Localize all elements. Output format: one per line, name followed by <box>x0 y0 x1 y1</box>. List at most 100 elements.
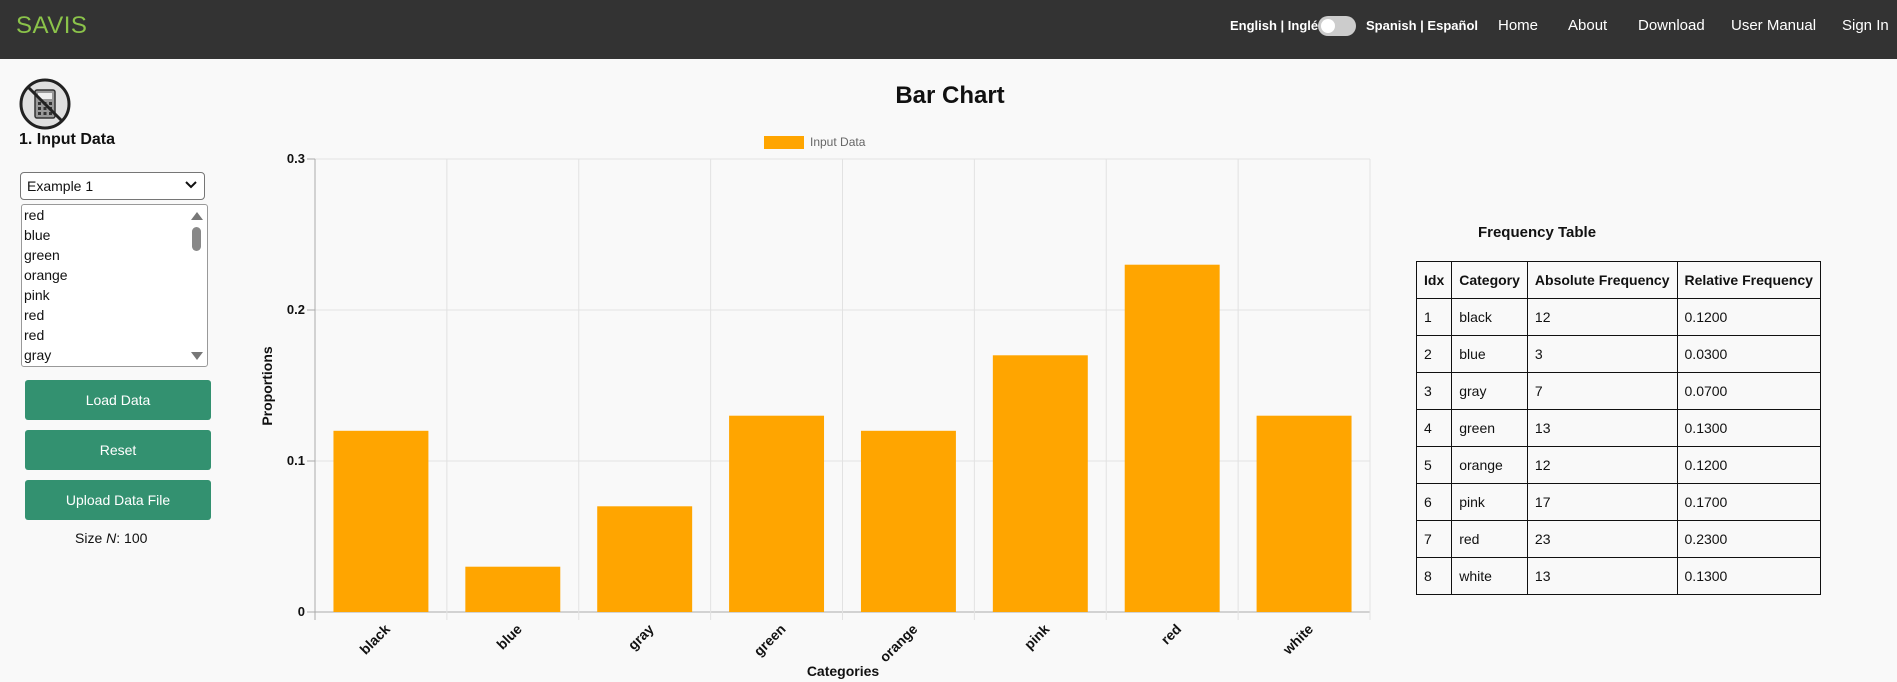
textarea-line: gray <box>24 347 52 363</box>
cell-idx: 2 <box>1415 335 1453 373</box>
bar-black <box>333 430 429 612</box>
cell-idx: 7 <box>1415 520 1453 558</box>
cell-category: red <box>1451 520 1528 558</box>
nav-sign-in[interactable]: Sign In <box>1842 17 1889 34</box>
chart-title: Bar Chart <box>895 82 1004 109</box>
y-tick-label: 0 <box>298 604 305 619</box>
cell-relative-frequency: 0.0300 <box>1676 335 1821 373</box>
cell-relative-frequency: 0.1200 <box>1676 446 1821 484</box>
y-tick-label: 0.1 <box>287 453 305 468</box>
cell-category: blue <box>1451 335 1528 373</box>
scroll-down-arrow-icon[interactable] <box>191 352 203 360</box>
x-tick-label: pink <box>1021 621 1053 653</box>
x-tick-label: black <box>356 621 393 658</box>
bar-green <box>729 415 825 612</box>
bar-pink <box>992 355 1088 612</box>
x-tick-label: gray <box>625 621 657 653</box>
sample-size-label: Size N: 100 <box>75 530 147 546</box>
nav-home[interactable]: Home <box>1498 17 1539 34</box>
language-spanish-label: Spanish | Español <box>1366 18 1478 33</box>
textarea-line: red <box>24 207 45 223</box>
size-label: Size <box>75 530 107 546</box>
calculator-icon <box>19 78 71 130</box>
header-category: Category <box>1451 261 1528 299</box>
textarea-line: blue <box>24 227 51 243</box>
size-value: : 100 <box>116 530 148 546</box>
cell-relative-frequency: 0.1300 <box>1676 557 1821 595</box>
nav-download[interactable]: Download <box>1638 17 1705 34</box>
table-body: 1 black 12 0.1200 2 blue 3 0.0300 3 gray 7 0.0700 4 g… <box>1415 298 1821 595</box>
header-relative-frequency: Relative Frequency <box>1676 261 1821 299</box>
textarea-line: orange <box>24 267 68 283</box>
toggle-knob <box>1321 19 1335 33</box>
x-tick-label: red <box>1158 621 1185 648</box>
table-row: 4 green 13 0.1300 <box>1415 409 1821 447</box>
upload-data-file-button[interactable]: Upload Data File <box>25 480 211 520</box>
textarea-line: red <box>24 307 45 323</box>
cell-category: gray <box>1451 372 1528 410</box>
y-axis-label: Proportions <box>259 346 275 426</box>
cell-idx: 1 <box>1415 298 1453 336</box>
chevron-down-icon <box>185 181 197 189</box>
table-row: 6 pink 17 0.1700 <box>1415 483 1821 521</box>
cell-relative-frequency: 0.0700 <box>1676 372 1821 410</box>
brand-logo[interactable]: SAVIS <box>16 12 88 39</box>
bar-red <box>1124 264 1220 612</box>
reset-button[interactable]: Reset <box>25 430 211 470</box>
bar-chart: Bar Chart Input Data 0 0.1 0.2 0.3 black blue gr… <box>259 82 1371 679</box>
table-row: 7 red 23 0.2300 <box>1415 520 1821 558</box>
top-navbar: SAVIS English | Inglés Spanish | Español… <box>0 0 1897 59</box>
cell-absolute-frequency: 17 <box>1526 483 1678 521</box>
cell-absolute-frequency: 23 <box>1526 520 1678 558</box>
example-select[interactable]: Example 1 <box>20 172 205 200</box>
nav-user-manual[interactable]: User Manual <box>1731 17 1817 34</box>
cell-idx: 5 <box>1415 446 1453 484</box>
cell-absolute-frequency: 13 <box>1526 409 1678 447</box>
cell-relative-frequency: 0.1700 <box>1676 483 1821 521</box>
language-toggle[interactable] <box>1318 16 1356 36</box>
cell-idx: 4 <box>1415 409 1453 447</box>
cell-idx: 3 <box>1415 372 1453 410</box>
textarea-line: green <box>24 247 60 263</box>
header-absolute-frequency: Absolute Frequency <box>1526 261 1678 299</box>
table-header-row: Idx Category Absolute Frequency Relative… <box>1415 261 1821 299</box>
bar-blue <box>465 566 561 612</box>
load-data-button[interactable]: Load Data <box>25 380 211 420</box>
table-row: 5 orange 12 0.1200 <box>1415 446 1821 484</box>
x-tick-label: blue <box>493 621 525 653</box>
table-row: 3 gray 7 0.0700 <box>1415 372 1821 410</box>
cell-relative-frequency: 0.2300 <box>1676 520 1821 558</box>
bar-gray <box>597 506 693 612</box>
scroll-up-arrow-icon[interactable] <box>191 212 203 220</box>
cell-category: green <box>1451 409 1528 447</box>
cell-absolute-frequency: 3 <box>1526 335 1678 373</box>
frequency-table: Idx Category Absolute Frequency Relative… <box>1415 261 1821 595</box>
cell-relative-frequency: 0.1300 <box>1676 409 1821 447</box>
nav-about[interactable]: About <box>1568 17 1608 34</box>
textarea-line: pink <box>24 287 50 303</box>
x-tick-label: green <box>750 621 788 659</box>
y-tick-label: 0.3 <box>287 151 305 166</box>
cell-idx: 8 <box>1415 557 1453 595</box>
scrollbar-thumb[interactable] <box>192 227 201 251</box>
cell-category: orange <box>1451 446 1528 484</box>
cell-category: black <box>1451 298 1528 336</box>
cell-absolute-frequency: 12 <box>1526 446 1678 484</box>
table-row: 8 white 13 0.1300 <box>1415 557 1821 595</box>
example-select-value: Example 1 <box>27 178 94 194</box>
legend-swatch <box>764 136 804 149</box>
bar-white <box>1256 415 1352 612</box>
x-tick-label: orange <box>876 621 920 665</box>
cell-relative-frequency: 0.1200 <box>1676 298 1821 336</box>
cell-idx: 6 <box>1415 483 1453 521</box>
bar-orange <box>860 430 956 612</box>
cell-absolute-frequency: 12 <box>1526 298 1678 336</box>
textarea-line: red <box>24 327 45 343</box>
y-tick-label: 0.2 <box>287 302 305 317</box>
data-textarea[interactable]: red blue green orange pink red red gray <box>21 204 208 367</box>
cell-category: pink <box>1451 483 1528 521</box>
input-data-title: 1. Input Data <box>19 131 116 148</box>
header-idx: Idx <box>1415 261 1453 299</box>
cell-category: white <box>1451 557 1528 595</box>
cell-absolute-frequency: 13 <box>1526 557 1678 595</box>
